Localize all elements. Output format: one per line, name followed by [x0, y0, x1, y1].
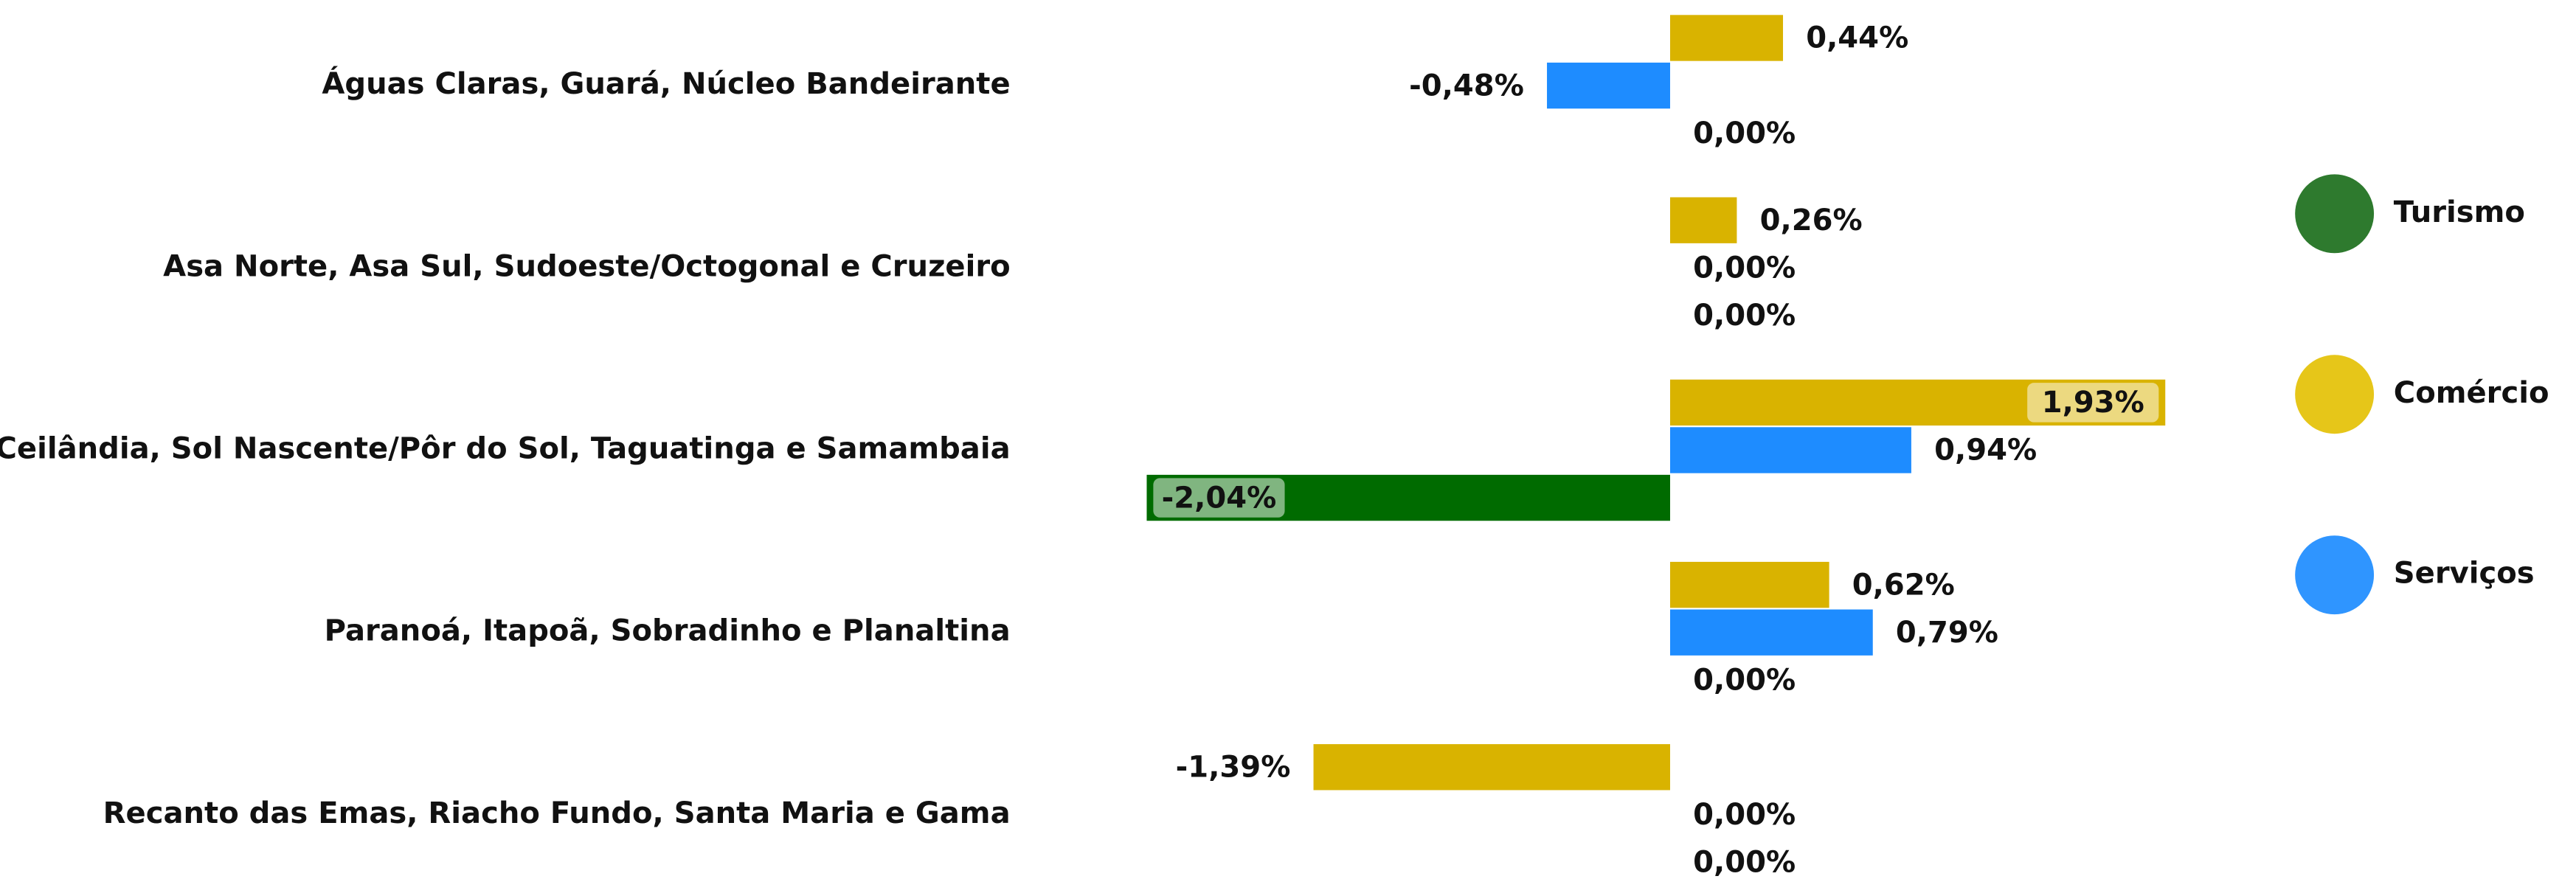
legend-label: Turismo — [2394, 195, 2525, 229]
bar — [1547, 62, 1670, 109]
value-label: -0,48% — [1409, 69, 1524, 103]
category-label: Paranoá, Itapoã, Sobradinho e Planaltina — [325, 614, 1011, 648]
legend-swatch — [2295, 535, 2375, 615]
value-label: 0,94% — [1934, 434, 2037, 468]
bar — [1669, 561, 1829, 608]
legend-label: Serviços — [2394, 557, 2535, 591]
bar — [1669, 197, 1737, 243]
value-label: 0,26% — [1760, 204, 1863, 237]
value-label: 1,93% — [2042, 386, 2144, 420]
value-label: 0,00% — [1693, 251, 1796, 285]
label-background — [1153, 478, 1285, 518]
bar — [1313, 744, 1670, 791]
value-label: -2,04% — [1162, 481, 1277, 515]
category-label: Asa Norte, Asa Sul, Sudoeste/Octogonal e… — [163, 249, 1010, 283]
value-label: 0,44% — [1806, 21, 1908, 55]
value-label: 0,62% — [1852, 568, 1955, 602]
value-label: 0,79% — [1896, 616, 1998, 650]
bar — [1669, 609, 1873, 656]
legend-swatch — [2295, 355, 2375, 434]
bar — [1669, 15, 1784, 61]
value-label: 0,00% — [1693, 846, 1796, 879]
bar — [1669, 427, 1911, 473]
value-label: 0,00% — [1693, 663, 1796, 697]
value-label: -1,39% — [1176, 751, 1291, 785]
label-background — [2027, 383, 2159, 423]
category-label: Ceilândia, Sol Nascente/Pôr do Sol, Tagu… — [0, 431, 1011, 465]
legend-label: Comércio — [2394, 376, 2549, 410]
category-label: Águas Claras, Guará, Núcleo Bandeirante — [322, 66, 1010, 101]
value-label: 0,00% — [1693, 299, 1796, 333]
value-label: 0,00% — [1693, 117, 1796, 150]
legend-swatch — [2295, 174, 2375, 254]
value-label: 0,00% — [1693, 798, 1796, 832]
category-label: Recanto das Emas, Riacho Fundo, Santa Ma… — [103, 796, 1011, 830]
